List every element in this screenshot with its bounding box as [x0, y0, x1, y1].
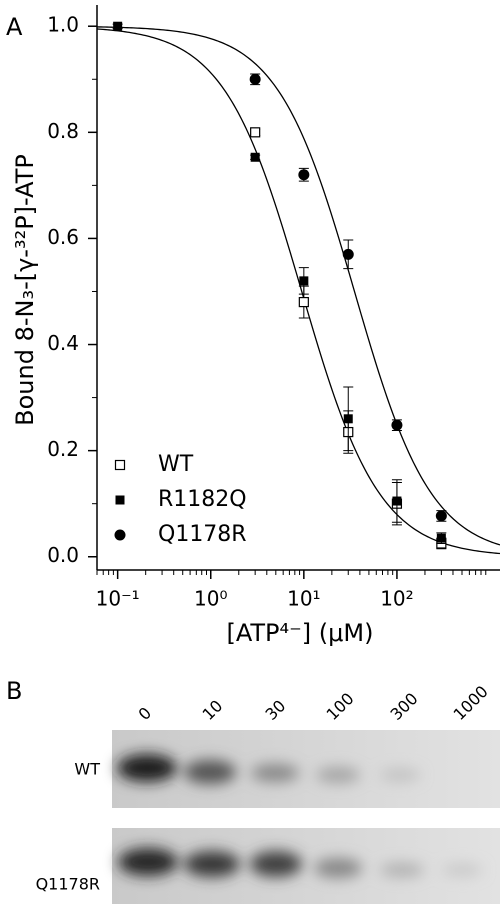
- panel-label: B: [6, 677, 22, 705]
- y-axis-title: Bound 8-N₃-[γ-³²P]-ATP: [11, 154, 39, 426]
- x-tick-label: 10⁻¹: [96, 587, 140, 611]
- y-tick-label: 0.4: [47, 331, 79, 355]
- x-tick-label: 10¹: [287, 587, 320, 611]
- gel-panel: B: [6, 677, 500, 904]
- lane-label: 30: [262, 696, 290, 724]
- y-tick-label: 0.8: [47, 119, 79, 143]
- lane-label: 300: [387, 689, 422, 724]
- y-tick-label: 0.6: [47, 225, 79, 249]
- x-tick-label: 10⁰: [194, 587, 227, 611]
- row-label: Q1178R: [36, 875, 100, 894]
- lane-label: 10: [199, 696, 227, 724]
- y-tick-label: 1.0: [47, 13, 79, 37]
- data-point: [298, 169, 310, 181]
- data-point: [250, 152, 260, 162]
- legend-marker: [114, 459, 126, 471]
- legend-label: Q1178R: [158, 522, 247, 547]
- x-tick-label: 10²: [380, 587, 413, 611]
- lane-label: 100: [323, 689, 358, 724]
- x-axis-title: [ATP⁴⁻] (μM): [226, 619, 373, 647]
- data-point: [343, 414, 353, 424]
- data-point: [113, 21, 123, 31]
- data-point: [298, 296, 309, 308]
- lane-label: 0: [135, 703, 156, 724]
- legend-marker: [114, 529, 126, 541]
- fit-curve: [96, 28, 500, 555]
- legend-label: R1182Q: [158, 487, 247, 512]
- data-point: [342, 248, 354, 260]
- panel-label: A: [6, 13, 23, 41]
- data-point: [250, 127, 261, 138]
- lane-label: 1000: [450, 682, 492, 724]
- legend-label: WT: [158, 452, 194, 477]
- y-tick-label: 0.0: [47, 543, 79, 567]
- gel-bands: [117, 754, 482, 878]
- data-point: [392, 496, 402, 506]
- data-point: [436, 533, 446, 543]
- row-label: WT: [74, 760, 100, 779]
- data-point: [249, 73, 261, 85]
- fit-curve: [96, 26, 500, 546]
- data-point: [391, 419, 403, 431]
- legend-marker: [115, 495, 125, 505]
- data-point: [299, 276, 309, 286]
- y-tick-label: 0.2: [47, 437, 79, 461]
- data-point: [435, 510, 447, 522]
